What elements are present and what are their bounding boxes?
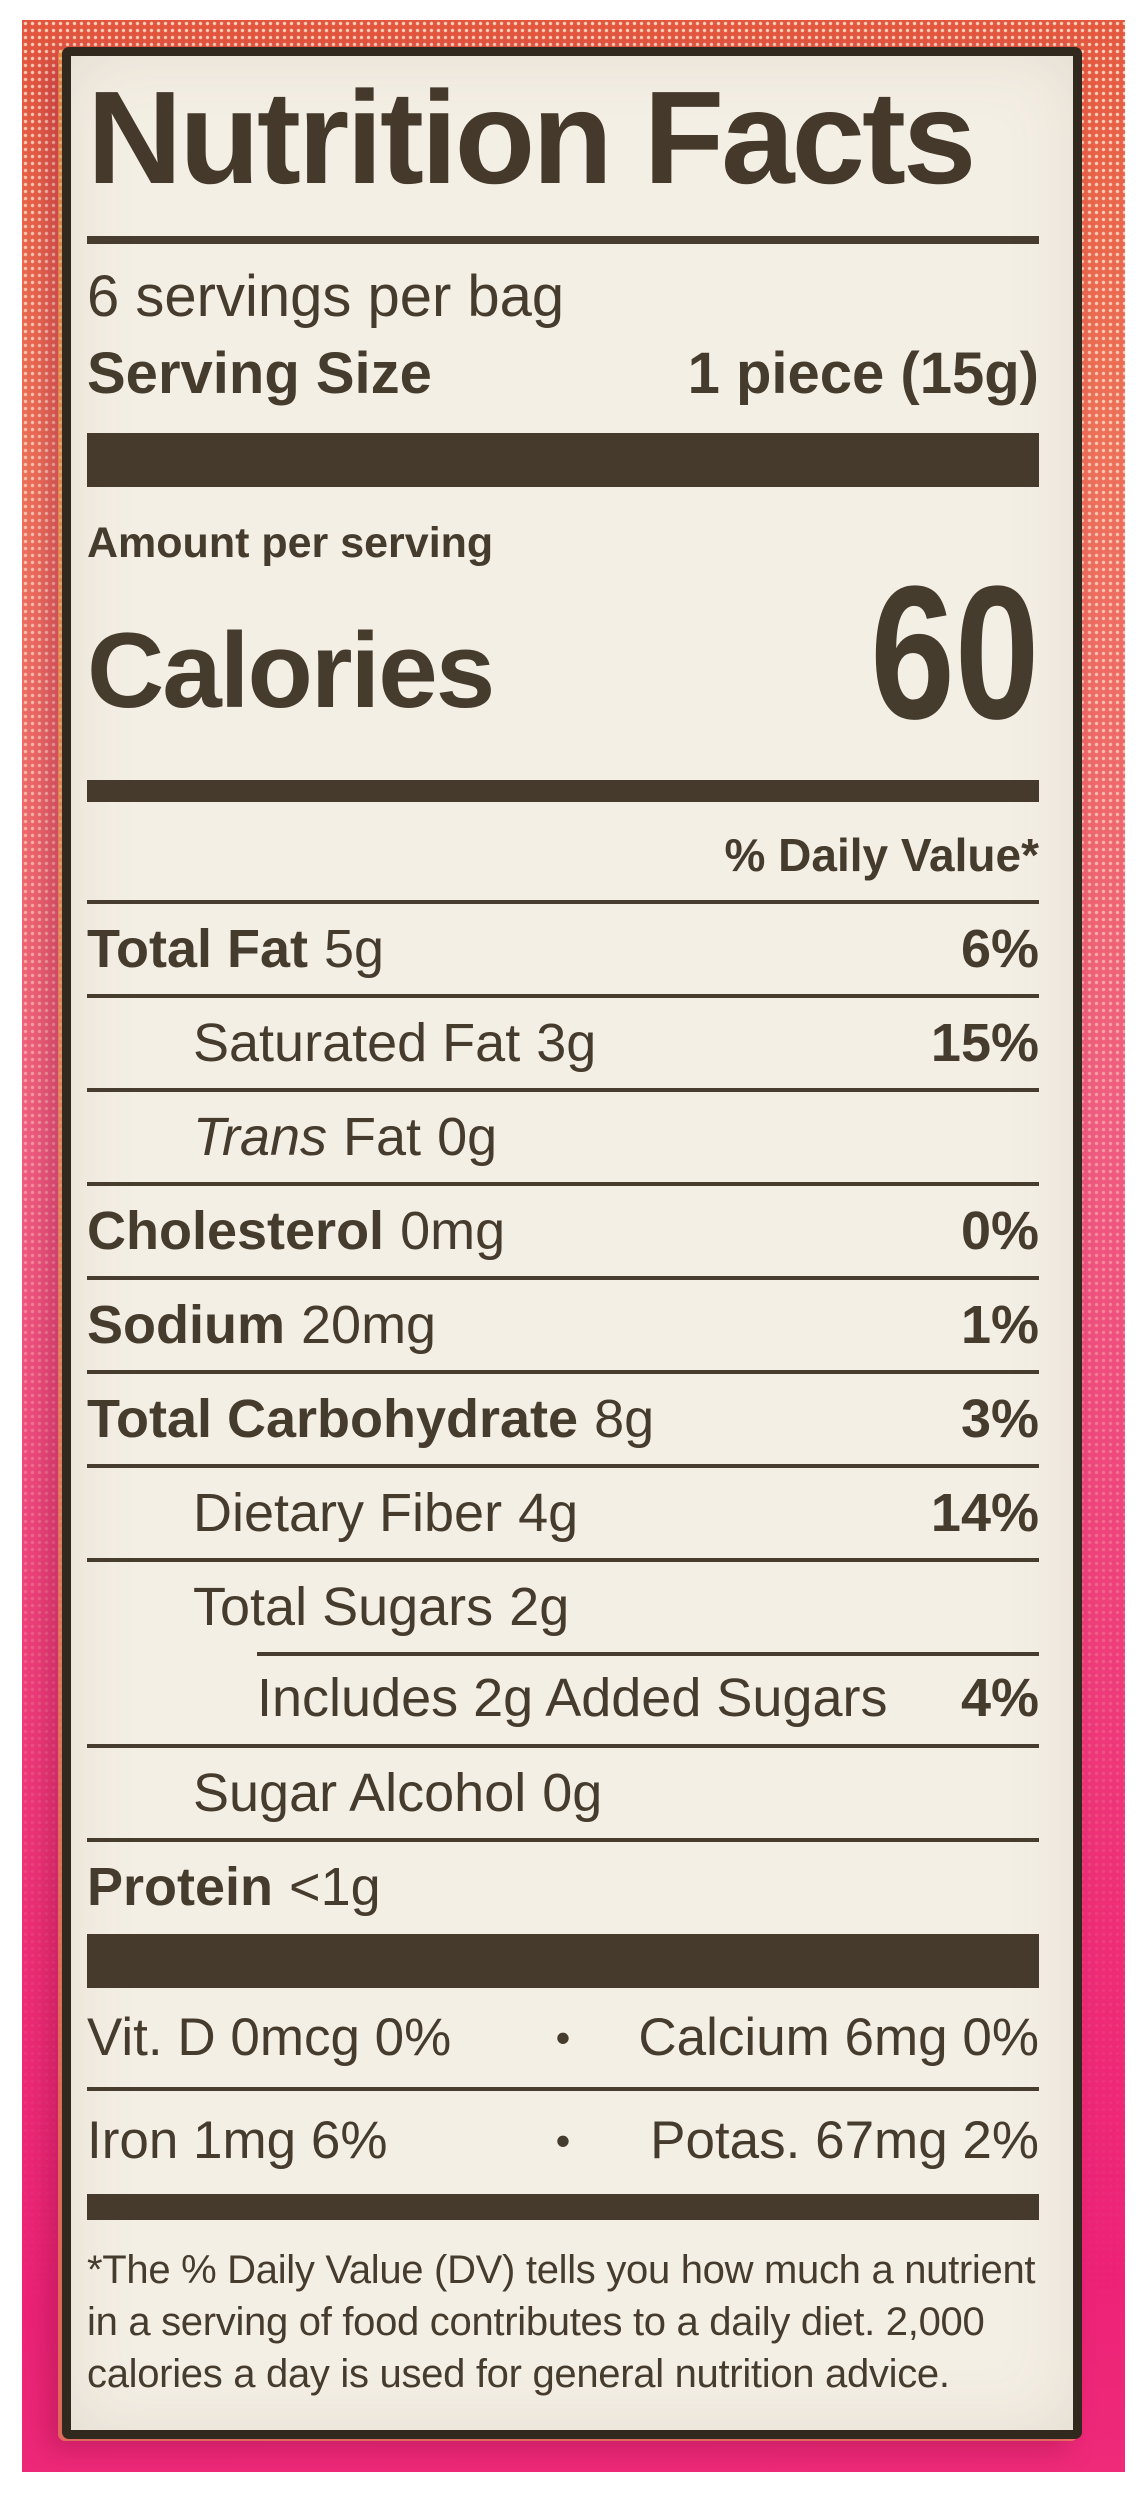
nutrient-row-saturated-fat: Saturated Fat 3g 15% <box>87 994 1039 1088</box>
nutrient-row-cholesterol: Cholesterol 0mg 0% <box>87 1182 1039 1276</box>
nutrient-amount: 5g <box>323 919 385 980</box>
nutrient-name: Total Sugars <box>193 1577 494 1638</box>
nutrient-name: Dietary Fiber <box>193 1483 503 1544</box>
nutrient-amount: 3g <box>536 1013 597 1074</box>
micronutrient-left: Iron 1mg 6% <box>87 2111 388 2171</box>
nutrient-amount: 20mg <box>301 1295 437 1356</box>
separator-bar-thick-bottom <box>87 1934 1039 1989</box>
nutrient-dv: 15% <box>930 1013 1039 1074</box>
package-background: Nutrition Facts 6 servings per bag Servi… <box>22 20 1125 2472</box>
nutrient-name: Cholesterol <box>87 1201 385 1262</box>
nutrient-amount: 0mg <box>400 1201 506 1262</box>
nutrient-name: Sodium <box>87 1295 285 1356</box>
calories-row: Calories 60 <box>87 547 1039 760</box>
bullet-separator: • <box>555 2013 571 2061</box>
nutrient-name: Fat <box>343 1107 422 1168</box>
nutrient-name: Sugar Alcohol <box>193 1763 527 1824</box>
micronutrient-right: Potas. 67mg 2% <box>650 2111 1039 2171</box>
daily-value-header: % Daily Value* <box>724 829 1040 882</box>
separator-bar-footnote <box>87 2194 1039 2221</box>
nutrient-amount: 8g <box>594 1389 655 1450</box>
calories-value: 60 <box>869 547 1039 760</box>
nutrient-dv: 1% <box>960 1295 1039 1356</box>
nutrient-dv: 4% <box>960 1668 1039 1729</box>
nutrient-amount: 4g <box>518 1483 579 1544</box>
nutrition-facts-panel: Nutrition Facts 6 servings per bag Servi… <box>62 47 1082 2439</box>
nutrient-row-trans-fat: Trans Fat 0g <box>87 1088 1039 1182</box>
serving-size-label: Serving Size <box>87 341 432 407</box>
nutrition-facts-title: Nutrition Facts <box>87 64 976 211</box>
nutrient-amount: 0g <box>542 1763 603 1824</box>
nutrient-row-dietary-fiber: Dietary Fiber 4g 14% <box>87 1464 1039 1558</box>
micronutrient-row-iron-potassium: Iron 1mg 6% • Potas. 67mg 2% <box>87 2087 1039 2190</box>
separator-bar-calories <box>87 780 1039 803</box>
nutrient-name: Includes 2g Added Sugars <box>257 1668 888 1729</box>
nutrient-row-sodium: Sodium 20mg 1% <box>87 1276 1039 1370</box>
micronutrient-row-vitd-calcium: Vit. D 0mcg 0% • Calcium 6mg 0% <box>87 1988 1039 2087</box>
nutrient-amount: <1g <box>289 1857 381 1918</box>
nutrient-name: Total Carbohydrate <box>87 1389 579 1450</box>
nutrient-row-protein: Protein <1g <box>87 1838 1039 1932</box>
servings-per-container: 6 servings per bag <box>87 263 565 329</box>
separator-bar-thick-top <box>87 433 1039 488</box>
nutrient-dv: 0% <box>960 1201 1039 1262</box>
nutrient-row-added-sugars: Includes 2g Added Sugars 4% <box>87 1652 1039 1744</box>
nutrient-name: Protein <box>87 1857 274 1918</box>
amount-per-serving-label: Amount per serving <box>87 519 494 568</box>
serving-size-value: 1 piece (15g) <box>687 341 1039 407</box>
footnote-line: *The % Daily Value (DV) tells you how mu… <box>87 2248 1036 2293</box>
daily-value-footnote: *The % Daily Value (DV) tells you how mu… <box>87 2244 1039 2400</box>
nutrient-name: Saturated Fat <box>193 1013 521 1074</box>
footnote-line: in a serving of food contributes to a da… <box>87 2300 985 2345</box>
nutrient-row-sugar-alcohol: Sugar Alcohol 0g <box>87 1744 1039 1838</box>
nutrient-dv: 3% <box>960 1389 1039 1450</box>
nutrient-name: Total Fat <box>87 919 308 980</box>
nutrient-dv: 14% <box>930 1483 1039 1544</box>
nutrient-row-total-fat: Total Fat 5g 6% <box>87 900 1039 994</box>
nutrient-amount: 2g <box>509 1577 570 1638</box>
nutrient-row-total-carbohydrate: Total Carbohydrate 8g 3% <box>87 1370 1039 1464</box>
nutrient-row-total-sugars: Total Sugars 2g <box>87 1558 1039 1652</box>
bullet-separator: • <box>555 2116 571 2164</box>
nutrient-name-italic: Trans <box>193 1107 328 1168</box>
serving-size-row: Serving Size 1 piece (15g) <box>87 339 1039 409</box>
calories-label: Calories <box>87 610 495 731</box>
footnote-line: calories a day is used for general nutri… <box>87 2352 950 2397</box>
nutrient-amount: 0g <box>437 1107 498 1168</box>
micronutrient-left: Vit. D 0mcg 0% <box>87 2008 452 2068</box>
title-rule <box>87 235 1039 244</box>
nutrient-dv: 6% <box>960 919 1039 980</box>
micronutrient-right: Calcium 6mg 0% <box>638 2008 1039 2068</box>
